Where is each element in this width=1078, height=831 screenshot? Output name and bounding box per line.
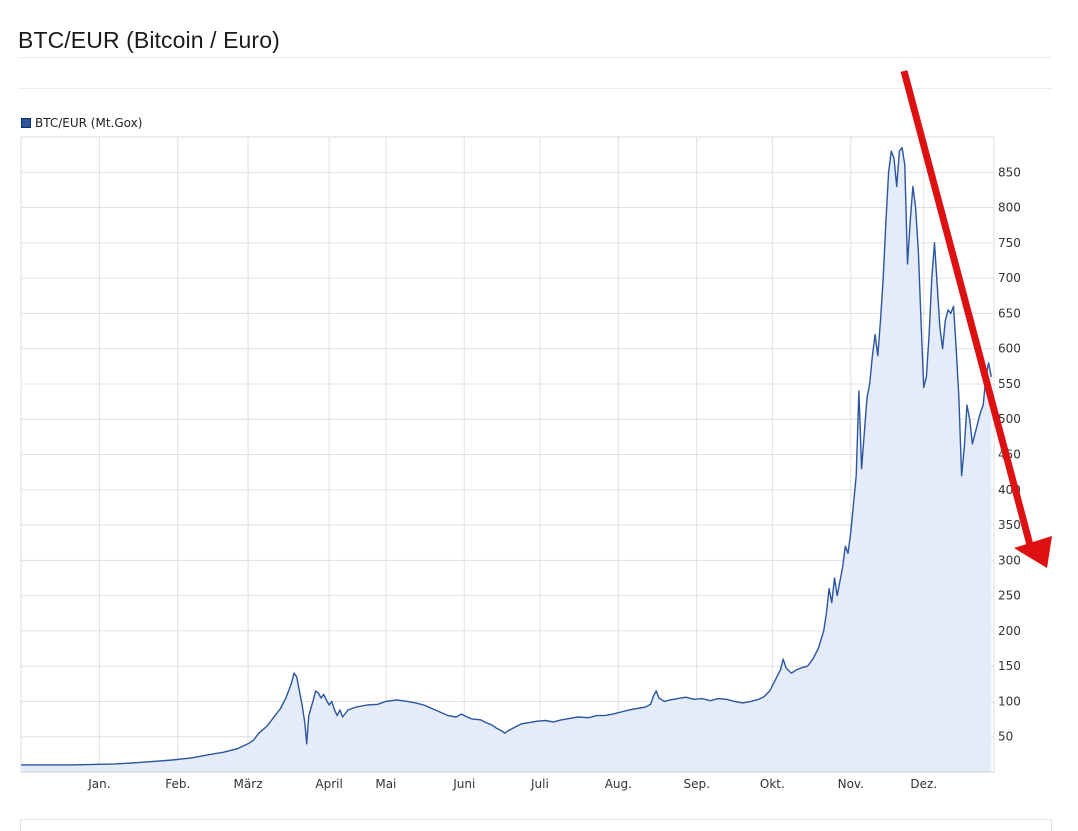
x-tick-label: Jan. <box>87 777 110 791</box>
y-tick-label: 750 <box>998 236 1021 250</box>
arrow-head <box>1014 536 1052 568</box>
y-tick-label: 250 <box>998 589 1021 603</box>
toolbar-divider <box>18 88 1052 89</box>
y-tick-label: 350 <box>998 518 1021 532</box>
y-tick-label: 800 <box>998 201 1021 215</box>
chart-legend[interactable]: BTC/EUR (Mt.Gox) <box>21 116 142 130</box>
series-area <box>21 147 992 773</box>
y-tick-label: 650 <box>998 306 1021 320</box>
x-tick-label: Juli <box>530 777 549 791</box>
x-tick-label: April <box>315 777 342 791</box>
y-tick-label: 300 <box>998 553 1021 567</box>
y-tick-label: 550 <box>998 377 1021 391</box>
series-line <box>21 146 992 766</box>
title-divider <box>18 57 1052 58</box>
y-tick-label: 100 <box>998 694 1021 708</box>
bottom-panel <box>20 819 1052 831</box>
x-tick-label: März <box>234 777 263 791</box>
x-tick-label: Nov. <box>838 777 864 791</box>
x-tick-label: Okt. <box>760 777 785 791</box>
y-tick-label: 600 <box>998 342 1021 356</box>
x-tick-label: Aug. <box>605 777 632 791</box>
x-tick-label: Juni <box>452 777 475 791</box>
y-tick-label: 150 <box>998 659 1021 673</box>
x-tick-label: Dez. <box>910 777 937 791</box>
red-trend-arrow <box>900 70 1052 568</box>
y-tick-label: 700 <box>998 271 1021 285</box>
y-tick-label: 500 <box>998 412 1021 426</box>
y-tick-label: 200 <box>998 624 1021 638</box>
x-tick-label: Feb. <box>165 777 190 791</box>
page-title: BTC/EUR (Bitcoin / Euro) <box>18 27 280 53</box>
y-tick-label: 850 <box>998 165 1021 179</box>
arrow-shaft <box>900 70 1034 546</box>
legend-label: BTC/EUR (Mt.Gox) <box>35 116 143 130</box>
x-tick-label: Sep. <box>683 777 709 791</box>
y-tick-label: 50 <box>998 730 1013 744</box>
x-tick-label: Mai <box>375 777 396 791</box>
legend-swatch <box>21 118 31 128</box>
